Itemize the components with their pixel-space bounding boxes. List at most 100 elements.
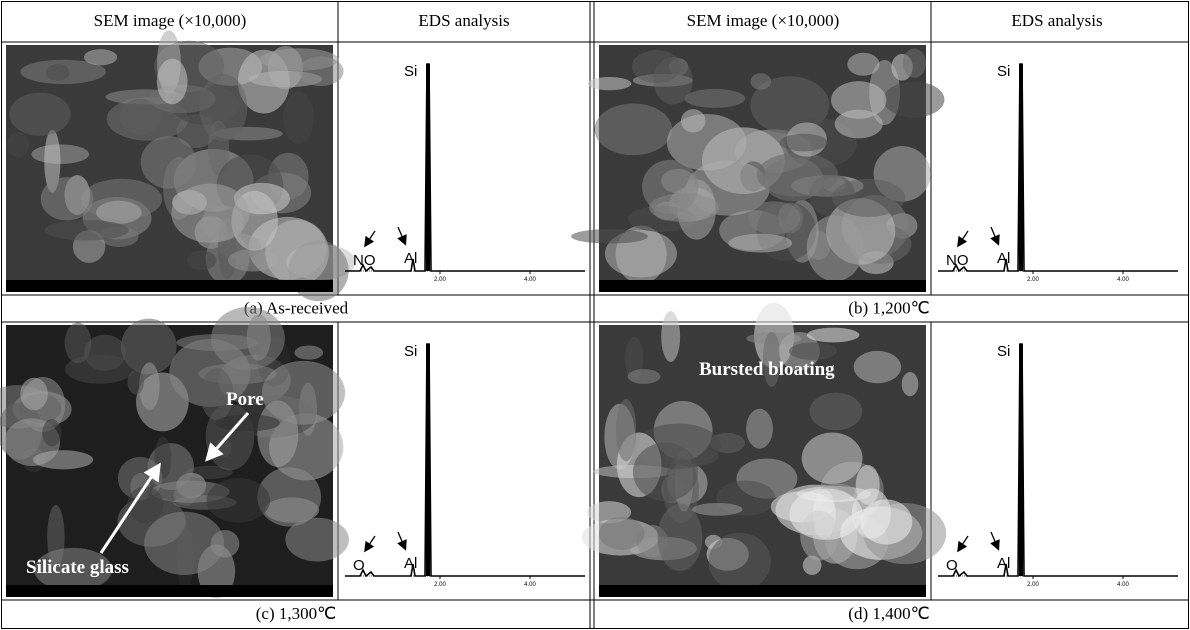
figure: SEM image (×10,000) EDS analysis SEM image… — [0, 0, 1190, 630]
eds-si-label: Si — [404, 343, 417, 360]
sem-grain — [283, 91, 314, 144]
sem-grain — [141, 136, 197, 188]
eds-al-label: Al — [997, 250, 1010, 267]
eds-arrow — [398, 227, 404, 241]
sem-grain — [748, 201, 800, 234]
sem-grain — [144, 512, 224, 575]
sem-grain — [65, 323, 92, 364]
sem-grain — [571, 229, 648, 243]
sem-grain — [903, 49, 926, 78]
sem-label: Bursted bloating — [699, 359, 835, 380]
panel-caption: (c) 1,300℃ — [256, 604, 336, 623]
sem-grain — [854, 351, 902, 383]
eds-arrow — [367, 536, 375, 548]
eds-arrow — [960, 231, 968, 243]
eds-light-label: O — [353, 557, 365, 574]
sem-grain — [789, 489, 862, 540]
sem-grain — [215, 414, 280, 431]
eds-trace — [345, 344, 585, 576]
sem-grain — [658, 504, 703, 571]
eds-tick-label: 2.00 — [1027, 582, 1039, 588]
header-sem: SEM image (×10,000) — [94, 11, 247, 30]
eds-si-peak — [426, 64, 430, 271]
eds-arrow — [991, 227, 997, 241]
sem-grain — [41, 177, 94, 220]
sem-grain — [661, 311, 680, 362]
eds-trace — [345, 64, 585, 271]
eds-arrow — [960, 536, 968, 548]
sem-databar — [599, 280, 926, 292]
eds-tick-label: 4.00 — [524, 277, 536, 283]
eds-tick-label: 2.00 — [1027, 277, 1039, 283]
panel-caption: (d) 1,400℃ — [848, 604, 929, 623]
sem-grain — [187, 250, 216, 269]
sem-grain — [294, 345, 323, 359]
eds-arrow — [398, 532, 404, 546]
sem-grain — [46, 64, 70, 81]
sem-grain — [789, 342, 837, 360]
eds-si-label: Si — [997, 343, 1010, 360]
sem-grain — [628, 369, 661, 384]
sem-databar — [6, 280, 333, 292]
sem-grain — [746, 409, 773, 449]
sem-grain — [84, 49, 117, 65]
sem-grain — [199, 74, 247, 142]
eds-tick-label: 4.00 — [1117, 277, 1129, 283]
sem-grain — [599, 517, 645, 550]
eds-tick-label: 4.00 — [524, 582, 536, 588]
sem-grain — [20, 378, 48, 411]
sem-grain — [247, 314, 271, 361]
sem-grain — [750, 73, 771, 89]
sem-grain — [831, 81, 886, 119]
sem-grain — [902, 372, 919, 396]
sem-grain — [681, 109, 706, 132]
eds-arrow — [991, 532, 997, 546]
eds-light-label: O — [946, 557, 958, 574]
sem-label: Silicate glass — [26, 557, 129, 578]
sem-grain — [128, 370, 144, 394]
sem-grain — [96, 201, 142, 224]
eds-si-label: Si — [404, 63, 417, 80]
panel-caption: (b) 1,200℃ — [848, 298, 929, 317]
sem-grain — [171, 184, 249, 243]
sem-label: Pore — [226, 389, 264, 410]
header-sem: SEM image (×10,000) — [687, 11, 840, 30]
sem-grain — [763, 157, 824, 201]
sem-grain — [616, 399, 636, 461]
sem-grain — [642, 160, 698, 214]
eds-tick-label: 2.00 — [434, 582, 446, 588]
header-eds: EDS analysis — [418, 11, 509, 30]
sem-grain — [860, 499, 912, 544]
sem-grain — [692, 503, 742, 516]
sem-grain — [709, 533, 771, 591]
sem-image — [571, 45, 944, 292]
sem-databar — [599, 585, 926, 597]
sem-image — [0, 307, 349, 598]
eds-tick-label: 2.00 — [434, 277, 446, 283]
sem-grain — [728, 234, 792, 253]
sem-grain — [807, 328, 860, 343]
sem-grain — [299, 57, 344, 87]
sem-image — [582, 303, 946, 597]
sem-grain — [42, 419, 61, 446]
sem-grain — [807, 215, 864, 281]
sem-grain — [33, 450, 93, 469]
sem-grain — [45, 220, 129, 241]
sem-grain — [176, 334, 258, 351]
sem-grain — [207, 478, 271, 522]
eds-trace — [938, 344, 1178, 576]
eds-tick-label: 4.00 — [1117, 582, 1129, 588]
sem-grain — [633, 443, 698, 502]
eds-light-label: NO — [946, 252, 969, 269]
sem-grain — [883, 82, 944, 118]
sem-grain — [594, 104, 672, 156]
sem-grain — [780, 134, 828, 152]
sem-grain — [809, 393, 862, 431]
eds-al-label: Al — [997, 555, 1010, 572]
sem-grain — [157, 59, 188, 105]
eds-spectrum: 2.00 4.00 Si Al O — [938, 343, 1178, 588]
sem-grain — [832, 179, 905, 217]
eds-al-label: Al — [404, 250, 417, 267]
